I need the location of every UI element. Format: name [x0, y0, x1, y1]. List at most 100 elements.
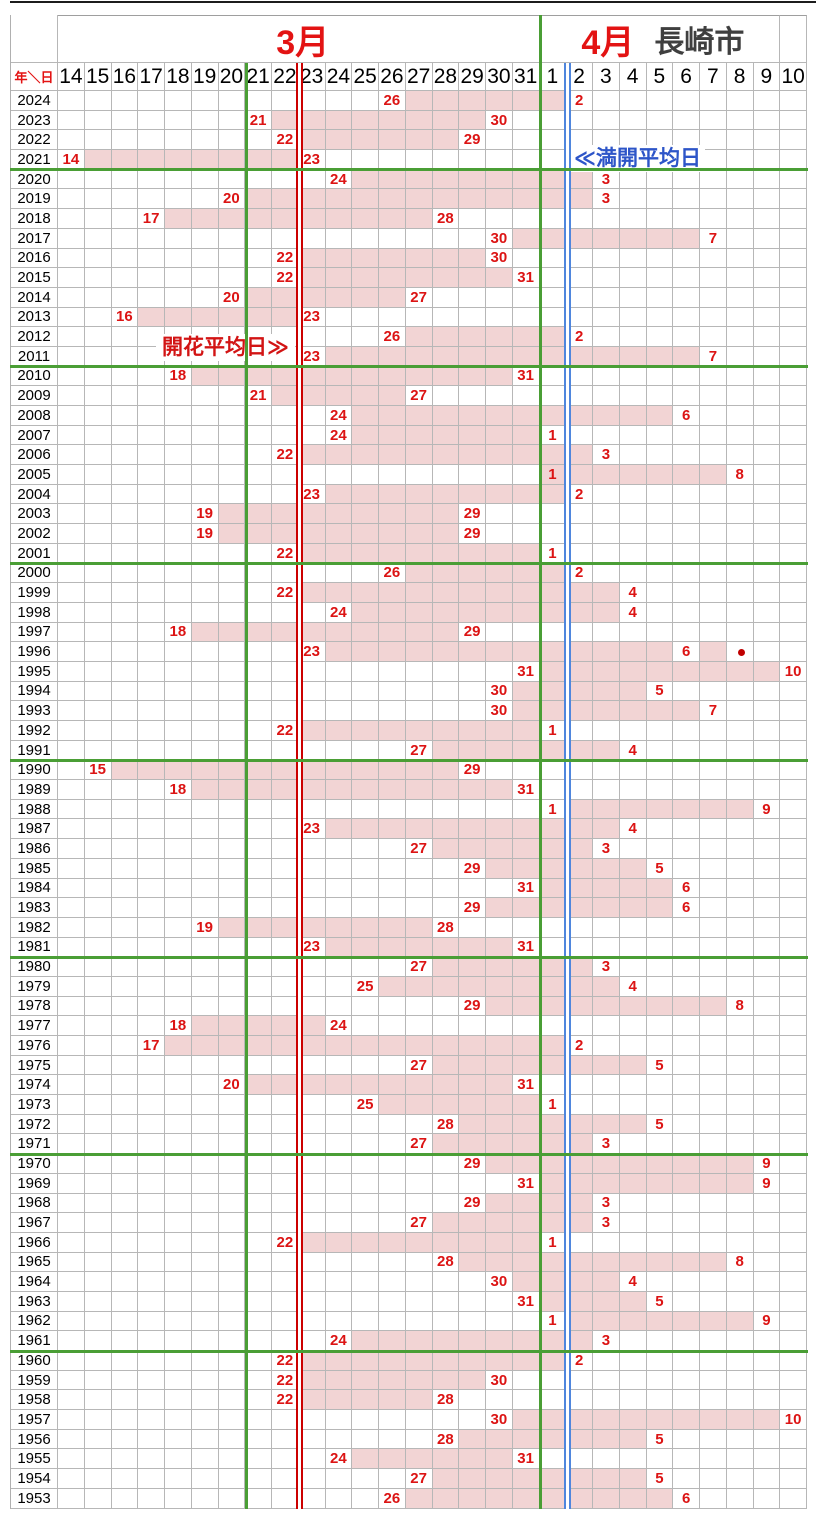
day-cell	[218, 1410, 246, 1430]
bloom-bar-cell	[512, 1351, 540, 1371]
bloom-bar-cell	[405, 110, 433, 131]
bloom-bar-cell	[566, 189, 593, 210]
bloom-bar-cell	[352, 583, 379, 603]
day-cell	[539, 622, 567, 643]
day-cell	[245, 740, 272, 761]
day-cell	[646, 1232, 674, 1253]
bloom-bar-cell	[352, 622, 379, 643]
day-cell	[566, 1370, 593, 1391]
day-cell	[191, 1488, 219, 1509]
flowering-date-cell: 27	[405, 1213, 433, 1233]
bloom-bar-cell	[486, 1488, 513, 1509]
day-cell	[111, 425, 139, 446]
bloom-bar-cell	[539, 1173, 567, 1194]
bloom-bar-cell	[218, 917, 246, 938]
bloom-bar-cell	[379, 504, 406, 525]
day-cell	[379, 681, 406, 702]
bloom-bar-cell	[432, 248, 460, 269]
day-cell	[58, 1351, 85, 1371]
day-cell	[352, 1055, 379, 1076]
day-cell	[191, 1134, 219, 1155]
year-label: 1957	[11, 1410, 58, 1430]
bloom-bar-cell	[352, 169, 379, 190]
bloom-bar-cell	[379, 622, 406, 643]
bloom-bar-cell	[593, 1469, 620, 1489]
day-cell	[539, 130, 567, 151]
day-cell	[245, 583, 272, 603]
bloom-bar-cell	[512, 445, 540, 466]
day-cell	[593, 209, 620, 229]
bloom-bar-cell	[486, 543, 513, 564]
day-cell	[352, 563, 379, 584]
bloom-bar-cell	[646, 898, 674, 918]
day-cell	[111, 1075, 139, 1096]
day-cell	[619, 504, 647, 525]
day-cell	[245, 819, 272, 840]
day-cell	[726, 1272, 754, 1292]
full-bloom-date-cell: 3	[593, 189, 620, 210]
day-cell	[379, 228, 406, 249]
day-cell	[619, 1075, 647, 1096]
day-cell	[84, 878, 112, 899]
year-label: 2000	[11, 563, 58, 584]
day-cell	[459, 1173, 486, 1194]
day-cell	[780, 1291, 807, 1312]
day-cell	[673, 1016, 700, 1036]
day-cell	[726, 839, 754, 859]
bloom-bar-cell	[459, 169, 486, 190]
day-cell	[379, 1154, 406, 1174]
bloom-bar-cell	[566, 642, 593, 662]
day-header-cell: 25	[352, 63, 379, 91]
bloom-bar-cell	[405, 721, 433, 741]
bloom-bar-cell	[459, 1095, 486, 1115]
day-cell	[165, 976, 192, 997]
day-cell	[138, 268, 165, 288]
day-cell	[111, 1193, 139, 1214]
day-cell	[272, 839, 299, 859]
full-bloom-date-cell: 27	[405, 386, 433, 406]
bloom-bar-cell	[245, 150, 272, 170]
bloom-bar-cell	[165, 150, 192, 170]
bloom-bar-cell	[539, 602, 567, 623]
day-cell	[245, 406, 272, 426]
day-cell	[700, 169, 727, 190]
day-cell	[593, 91, 620, 111]
day-cell	[272, 681, 299, 702]
day-cell	[352, 1410, 379, 1430]
day-cell	[646, 189, 674, 210]
day-cell	[84, 1311, 112, 1332]
day-cell	[58, 484, 85, 505]
year-label: 2013	[11, 307, 58, 328]
day-cell	[753, 1213, 781, 1233]
day-cell	[325, 1311, 353, 1332]
full-bloom-date-cell: 1	[539, 425, 567, 446]
green-left-line	[244, 63, 248, 1510]
day-cell	[138, 878, 165, 899]
day-cell	[780, 1036, 807, 1056]
bloom-bar-cell	[512, 563, 540, 584]
day-cell	[646, 1449, 674, 1470]
day-cell	[272, 996, 299, 1017]
day-cell	[593, 327, 620, 347]
bloom-bar-cell	[298, 780, 326, 800]
bloom-bar-cell	[459, 839, 486, 859]
bloom-bar-cell	[486, 996, 513, 1017]
day-cell	[218, 976, 246, 997]
day-cell	[646, 445, 674, 466]
bloom-bar-cell	[459, 425, 486, 446]
flowering-date-cell: 29	[459, 898, 486, 918]
day-cell	[111, 327, 139, 347]
day-cell	[111, 189, 139, 210]
day-cell	[726, 602, 754, 623]
bloom-bar-cell	[486, 1095, 513, 1115]
flowering-date-cell: 22	[272, 583, 299, 603]
day-cell	[58, 1390, 85, 1411]
full-bloom-date-cell: 24	[325, 1016, 353, 1036]
day-cell	[486, 504, 513, 525]
day-cell	[700, 130, 727, 151]
year-label: 1956	[11, 1429, 58, 1450]
day-cell	[753, 1390, 781, 1411]
day-cell	[58, 602, 85, 623]
bloom-bar-cell	[646, 1252, 674, 1273]
bloom-bar-cell	[593, 465, 620, 485]
